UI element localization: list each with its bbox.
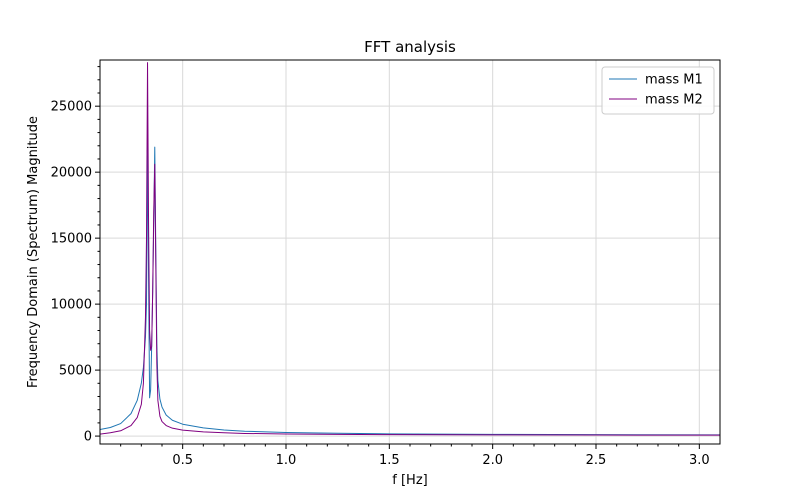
y-tick-label: 25000 — [51, 100, 92, 115]
ticks: 0.5 1.0 1.5 2.0 2.5 3.0 0 5000 10000 15000 20000 25… — [51, 66, 710, 468]
x-tick-label: 2.5 — [586, 453, 607, 468]
y-axis-label: Frequency Domain (Spectrum) Magnitude — [26, 116, 41, 388]
x-axis-label: f [Hz] — [392, 473, 427, 488]
legend-label: mass M1 — [645, 73, 703, 88]
legend-label: mass M2 — [645, 93, 703, 108]
legend: mass M1 mass M2 — [601, 66, 715, 115]
y-tick-label: 10000 — [51, 298, 92, 313]
grid — [100, 60, 720, 444]
y-tick-label: 0 — [84, 430, 92, 445]
chart-title: FFT analysis — [364, 38, 456, 56]
x-tick-label: 1.0 — [276, 453, 297, 468]
x-tick-label: 2.0 — [482, 453, 503, 468]
y-tick-label: 5000 — [59, 364, 92, 379]
x-tick-label: 0.5 — [172, 453, 193, 468]
y-tick-label: 15000 — [51, 232, 92, 247]
y-tick-label: 20000 — [51, 166, 92, 181]
series-layer — [100, 62, 720, 436]
x-tick-label: 3.0 — [689, 453, 710, 468]
series-line-mass-m2 — [100, 62, 720, 436]
x-tick-label: 1.5 — [379, 453, 400, 468]
